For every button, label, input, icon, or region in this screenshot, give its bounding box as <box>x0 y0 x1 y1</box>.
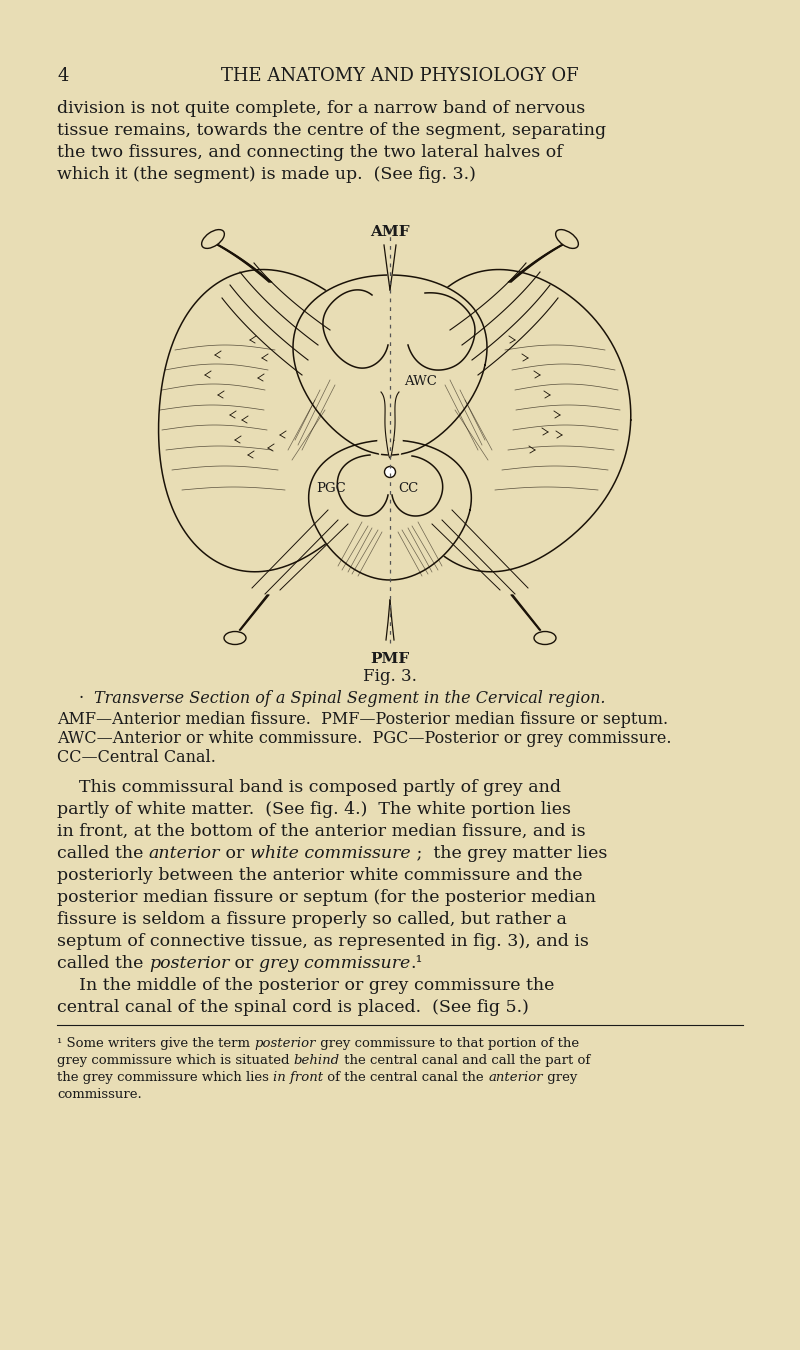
Polygon shape <box>386 599 394 640</box>
Ellipse shape <box>385 467 395 478</box>
Polygon shape <box>394 270 630 572</box>
Text: central canal of the spinal cord is placed.  (See fig 5.): central canal of the spinal cord is plac… <box>57 999 529 1017</box>
Text: AMF—Anterior median fissure.  PMF—Posterior median fissure or septum.: AMF—Anterior median fissure. PMF—Posteri… <box>57 711 668 728</box>
Text: the two fissures, and connecting the two lateral halves of: the two fissures, and connecting the two… <box>57 144 562 161</box>
Text: Transverse Section of a Spinal Segment in the Cervical region.: Transverse Section of a Spinal Segment i… <box>94 690 606 707</box>
Text: called the: called the <box>57 954 149 972</box>
Polygon shape <box>384 244 396 290</box>
Ellipse shape <box>224 632 246 644</box>
Polygon shape <box>381 392 399 458</box>
Text: posterior: posterior <box>254 1037 316 1050</box>
Text: THE ANATOMY AND PHYSIOLOGY OF: THE ANATOMY AND PHYSIOLOGY OF <box>221 68 579 85</box>
Text: grey commissure which is situated: grey commissure which is situated <box>57 1054 294 1067</box>
Text: In the middle of the posterior or grey commissure the: In the middle of the posterior or grey c… <box>57 977 554 994</box>
Text: in front: in front <box>273 1071 323 1084</box>
Text: grey commissure: grey commissure <box>259 954 410 972</box>
Text: grey: grey <box>542 1071 577 1084</box>
Text: commissure.: commissure. <box>57 1088 142 1102</box>
Polygon shape <box>158 270 394 572</box>
Text: partly of white matter.  (See fig. 4.)  The white portion lies: partly of white matter. (See fig. 4.) Th… <box>57 801 571 818</box>
Ellipse shape <box>202 230 224 248</box>
Text: the grey commissure which lies: the grey commissure which lies <box>57 1071 273 1084</box>
Text: CC: CC <box>398 482 418 495</box>
Polygon shape <box>378 398 402 455</box>
Text: AWC—Anterior or white commissure.  PGC—Posterior or grey commissure.: AWC—Anterior or white commissure. PGC—Po… <box>57 730 671 747</box>
Text: which it (the segment) is made up.  (See fig. 3.): which it (the segment) is made up. (See … <box>57 166 476 184</box>
Text: or: or <box>220 845 250 863</box>
Text: division is not quite complete, for a narrow band of nervous: division is not quite complete, for a na… <box>57 100 586 117</box>
Text: of the central canal the: of the central canal the <box>323 1071 488 1084</box>
Text: the central canal and call the part of: the central canal and call the part of <box>340 1054 590 1067</box>
Text: AWC: AWC <box>404 375 437 387</box>
Text: ¹ Some writers give the term: ¹ Some writers give the term <box>57 1037 254 1050</box>
Text: 4: 4 <box>57 68 68 85</box>
Text: PMF: PMF <box>370 652 410 666</box>
Text: white commissure: white commissure <box>250 845 410 863</box>
Text: posterior median fissure or septum (for the posterior median: posterior median fissure or septum (for … <box>57 890 596 906</box>
Text: called the: called the <box>57 845 149 863</box>
Polygon shape <box>293 275 487 455</box>
Text: posteriorly between the anterior white commissure and the: posteriorly between the anterior white c… <box>57 867 582 884</box>
Text: Fig. 3.: Fig. 3. <box>363 668 417 684</box>
Text: PGC: PGC <box>316 482 346 495</box>
Text: CC—Central Canal.: CC—Central Canal. <box>57 749 216 765</box>
Ellipse shape <box>556 230 578 248</box>
Text: ;  the grey matter lies: ; the grey matter lies <box>410 845 607 863</box>
Text: anterior: anterior <box>488 1071 542 1084</box>
Text: This commissural band is composed partly of grey and: This commissural band is composed partly… <box>57 779 561 796</box>
Text: grey commissure to that portion of the: grey commissure to that portion of the <box>316 1037 579 1050</box>
Text: or: or <box>229 954 259 972</box>
Polygon shape <box>309 440 471 580</box>
Text: behind: behind <box>294 1054 340 1067</box>
Ellipse shape <box>534 632 556 644</box>
Text: in front, at the bottom of the anterior median fissure, and is: in front, at the bottom of the anterior … <box>57 824 586 840</box>
Text: .¹: .¹ <box>410 954 422 972</box>
Text: AMF: AMF <box>370 225 410 239</box>
Text: fissure is seldom a fissure properly so called, but rather a: fissure is seldom a fissure properly so … <box>57 911 567 927</box>
Text: septum of connective tissue, as represented in fig. 3), and is: septum of connective tissue, as represen… <box>57 933 589 950</box>
Text: anterior: anterior <box>149 845 220 863</box>
Text: ·: · <box>78 690 83 707</box>
Text: posterior: posterior <box>149 954 229 972</box>
Text: tissue remains, towards the centre of the segment, separating: tissue remains, towards the centre of th… <box>57 122 606 139</box>
